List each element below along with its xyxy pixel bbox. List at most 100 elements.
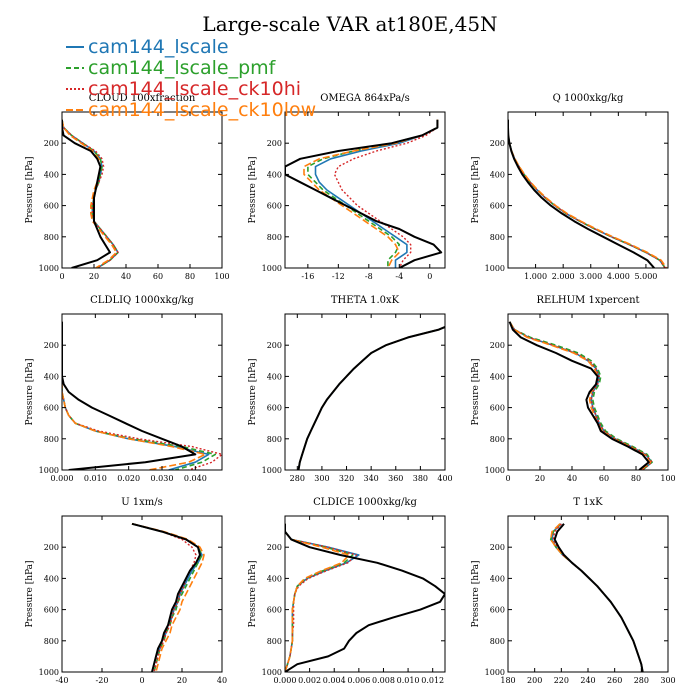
figure-title: Large-scale VAR at180E,45N	[202, 12, 497, 36]
series-line-2	[297, 326, 445, 470]
x-tick-label: 60	[153, 272, 163, 281]
y-axis-label: Pressure [hPa]	[25, 560, 35, 627]
x-tick-label: 300	[314, 474, 329, 483]
series-line-3	[297, 326, 445, 470]
x-tick-label: 60	[599, 474, 609, 483]
plot-frame	[61, 515, 223, 673]
plot-frame	[507, 111, 669, 269]
y-axis-label: Pressure [hPa]	[471, 560, 481, 627]
y-tick-label: 600	[490, 606, 505, 615]
y-axis-label: Pressure [hPa]	[471, 358, 481, 425]
y-tick-label: 200	[44, 543, 59, 552]
y-axis-label: Pressure [hPa]	[248, 156, 258, 223]
y-tick-label: 1000	[262, 264, 282, 273]
series-line-3	[508, 119, 668, 268]
x-tick-label: 0	[139, 676, 144, 685]
plot-frame	[61, 111, 223, 269]
series-line-1	[285, 523, 354, 672]
series-line-1	[508, 119, 666, 268]
y-tick-label: 400	[490, 170, 505, 179]
y-tick-label: 400	[267, 574, 282, 583]
x-tick-label: 40	[217, 676, 227, 685]
x-tick-label: 1.000	[524, 272, 547, 281]
x-tick-label: 80	[185, 272, 195, 281]
y-tick-label: 1000	[485, 466, 505, 475]
x-tick-label: -8	[365, 272, 373, 281]
panel-1: OMEGA 864xPa/s Pressure [hPa] -16 -12 -8 -4 0 2…	[248, 93, 446, 281]
y-tick-label: 1000	[39, 264, 59, 273]
y-tick-label: 600	[267, 404, 282, 413]
y-tick-label: 400	[267, 170, 282, 179]
series-line-1	[297, 326, 445, 470]
y-tick-label: 200	[267, 543, 282, 552]
x-tick-label: 240	[580, 676, 595, 685]
y-tick-label: 400	[490, 372, 505, 381]
x-tick-label: 0.008	[372, 676, 395, 685]
y-tick-label: 800	[490, 637, 505, 646]
x-tick-label: 3.000	[579, 272, 602, 281]
x-tick-label: 4.000	[607, 272, 630, 281]
y-tick-label: 800	[44, 637, 59, 646]
reference-line	[62, 119, 111, 268]
series-line-0	[551, 523, 644, 672]
y-axis-label: Pressure [hPa]	[25, 358, 35, 425]
y-axis-label: Pressure [hPa]	[25, 156, 35, 223]
x-tick-label: 0.040	[184, 474, 207, 483]
x-tick-label: 280	[290, 474, 305, 483]
y-tick-label: 400	[490, 574, 505, 583]
series-line-0	[508, 119, 666, 268]
x-tick-label: 380	[413, 474, 428, 483]
x-tick-label: 340	[364, 474, 379, 483]
x-tick-label: 0	[59, 272, 64, 281]
y-axis-label: Pressure [hPa]	[248, 560, 258, 627]
x-tick-label: 0.002	[298, 676, 321, 685]
reference-line	[508, 321, 650, 470]
y-tick-label: 600	[44, 202, 59, 211]
y-axis-label: Pressure [hPa]	[471, 156, 481, 223]
x-tick-label: 40	[567, 474, 577, 483]
series-line-1	[508, 321, 653, 470]
series-line-2	[508, 119, 666, 268]
y-tick-label: 200	[44, 341, 59, 350]
plot-frame	[61, 313, 223, 471]
y-tick-label: 1000	[485, 264, 505, 273]
x-tick-label: -40	[56, 676, 69, 685]
x-tick-label: 400	[437, 474, 452, 483]
y-tick-label: 800	[44, 233, 59, 242]
x-tick-label: 0	[505, 474, 510, 483]
panel-title: THETA 1.0xK	[331, 295, 400, 306]
series-line-3	[285, 523, 350, 672]
y-tick-label: 600	[44, 404, 59, 413]
y-tick-label: 600	[44, 606, 59, 615]
panel-title: RELHUM 1xpercent	[536, 295, 639, 306]
series-line-2	[62, 119, 119, 268]
x-tick-label: 0.012	[421, 676, 444, 685]
y-tick-label: 800	[267, 435, 282, 444]
series-line-2	[131, 523, 197, 672]
y-tick-label: 800	[267, 233, 282, 242]
y-tick-label: 800	[267, 637, 282, 646]
y-tick-label: 800	[490, 435, 505, 444]
legend: cam144_lscalecam144_lscale_pmfcam144_lsc…	[66, 36, 316, 121]
legend-label: cam144_lscale_ck10low	[88, 99, 316, 121]
x-tick-label: 220	[554, 676, 569, 685]
x-tick-label: -4	[395, 272, 403, 281]
x-tick-label: 0.004	[323, 676, 346, 685]
plot-frame	[284, 515, 446, 673]
y-tick-label: 600	[490, 202, 505, 211]
x-tick-label: -20	[96, 676, 109, 685]
x-tick-label: 200	[527, 676, 542, 685]
series-line-0	[62, 119, 119, 268]
reference-line	[131, 522, 201, 672]
plot-frame	[284, 313, 446, 471]
y-tick-label: 200	[490, 543, 505, 552]
y-tick-label: 800	[44, 435, 59, 444]
plot-frame	[507, 313, 669, 471]
series-line-3	[62, 321, 207, 470]
series-line-2	[333, 119, 439, 268]
reference-line	[285, 119, 443, 268]
x-tick-label: 0.020	[117, 474, 140, 483]
x-tick-label: 80	[631, 474, 641, 483]
y-tick-label: 1000	[485, 668, 505, 677]
